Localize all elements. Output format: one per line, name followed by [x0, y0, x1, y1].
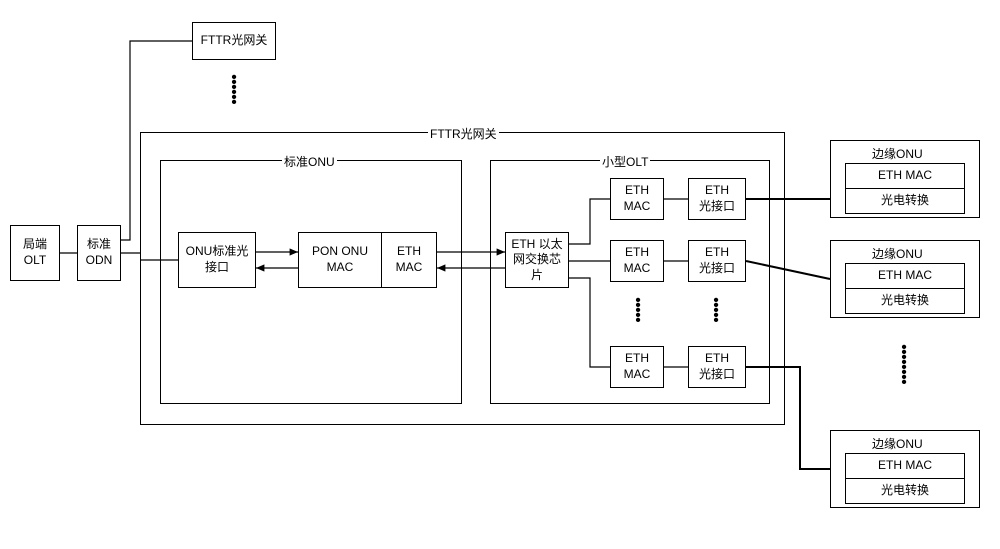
edge-onu-2-opto-label: 光电转换	[881, 293, 929, 309]
edge-onu-3-ethmac-label: ETH MAC	[878, 458, 932, 474]
pon-onu-mac-label: PON ONUMAC	[312, 244, 368, 275]
small-olt-title: 小型OLT	[600, 153, 650, 170]
fttr-gateway-top: FTTR光网关	[192, 22, 276, 60]
eth-opt-if-1: ETH光接口	[688, 178, 746, 220]
eth-mac-1-label: ETHMAC	[624, 183, 651, 214]
eth-mac-2-label: ETHMAC	[624, 245, 651, 276]
edge-onu-1-opto: 光电转换	[845, 188, 965, 214]
onu-std-optical-if-label: ONU标准光接口	[186, 244, 249, 275]
eth-mac-3-label: ETHMAC	[624, 351, 651, 382]
eth-switch-chip-label: ETH 以太网交换芯片	[511, 237, 562, 284]
edge-onu-2-title: 边缘ONU	[870, 245, 925, 262]
edge-onu-3-title: 边缘ONU	[870, 435, 925, 452]
eth-mac-3: ETHMAC	[610, 346, 664, 388]
edge-onu-1-opto-label: 光电转换	[881, 193, 929, 209]
fttr-gateway-top-label: FTTR光网关	[201, 33, 268, 49]
office-olt: 局端OLT	[10, 225, 60, 281]
eth-opt-if-2: ETH光接口	[688, 240, 746, 282]
eth-opt-if-3: ETH光接口	[688, 346, 746, 388]
vdots-icon: •••••	[632, 298, 644, 323]
office-olt-label: 局端OLT	[23, 237, 47, 268]
vdots-icon: ••••••	[228, 75, 240, 105]
standard-onu-title: 标准ONU	[282, 153, 337, 170]
eth-mac-onu-label: ETHMAC	[396, 244, 423, 275]
vdots-icon: •••••	[710, 298, 722, 323]
pon-onu-mac: PON ONUMAC	[298, 232, 382, 288]
edge-onu-3-opto-label: 光电转换	[881, 483, 929, 499]
standard-odn-label: 标准ODN	[86, 237, 113, 268]
edge-onu-1-ethmac: ETH MAC	[845, 163, 965, 189]
onu-std-optical-if: ONU标准光接口	[178, 232, 256, 288]
fttr-gateway-main-title: FTTR光网关	[428, 125, 499, 142]
edge-onu-2-ethmac-label: ETH MAC	[878, 268, 932, 284]
eth-mac-onu: ETHMAC	[381, 232, 437, 288]
eth-mac-1: ETHMAC	[610, 178, 664, 220]
standard-odn: 标准ODN	[77, 225, 121, 281]
eth-switch-chip: ETH 以太网交换芯片	[505, 232, 569, 288]
edge-onu-2-opto: 光电转换	[845, 288, 965, 314]
eth-opt-if-2-label: ETH光接口	[699, 245, 735, 276]
eth-opt-if-1-label: ETH光接口	[699, 183, 735, 214]
edge-onu-3-opto: 光电转换	[845, 478, 965, 504]
eth-opt-if-3-label: ETH光接口	[699, 351, 735, 382]
vdots-icon: ••••••••	[898, 345, 910, 385]
eth-mac-2: ETHMAC	[610, 240, 664, 282]
edge-onu-3-ethmac: ETH MAC	[845, 453, 965, 479]
edge-onu-1-ethmac-label: ETH MAC	[878, 168, 932, 184]
edge-onu-2-ethmac: ETH MAC	[845, 263, 965, 289]
edge-onu-1-title: 边缘ONU	[870, 145, 925, 162]
